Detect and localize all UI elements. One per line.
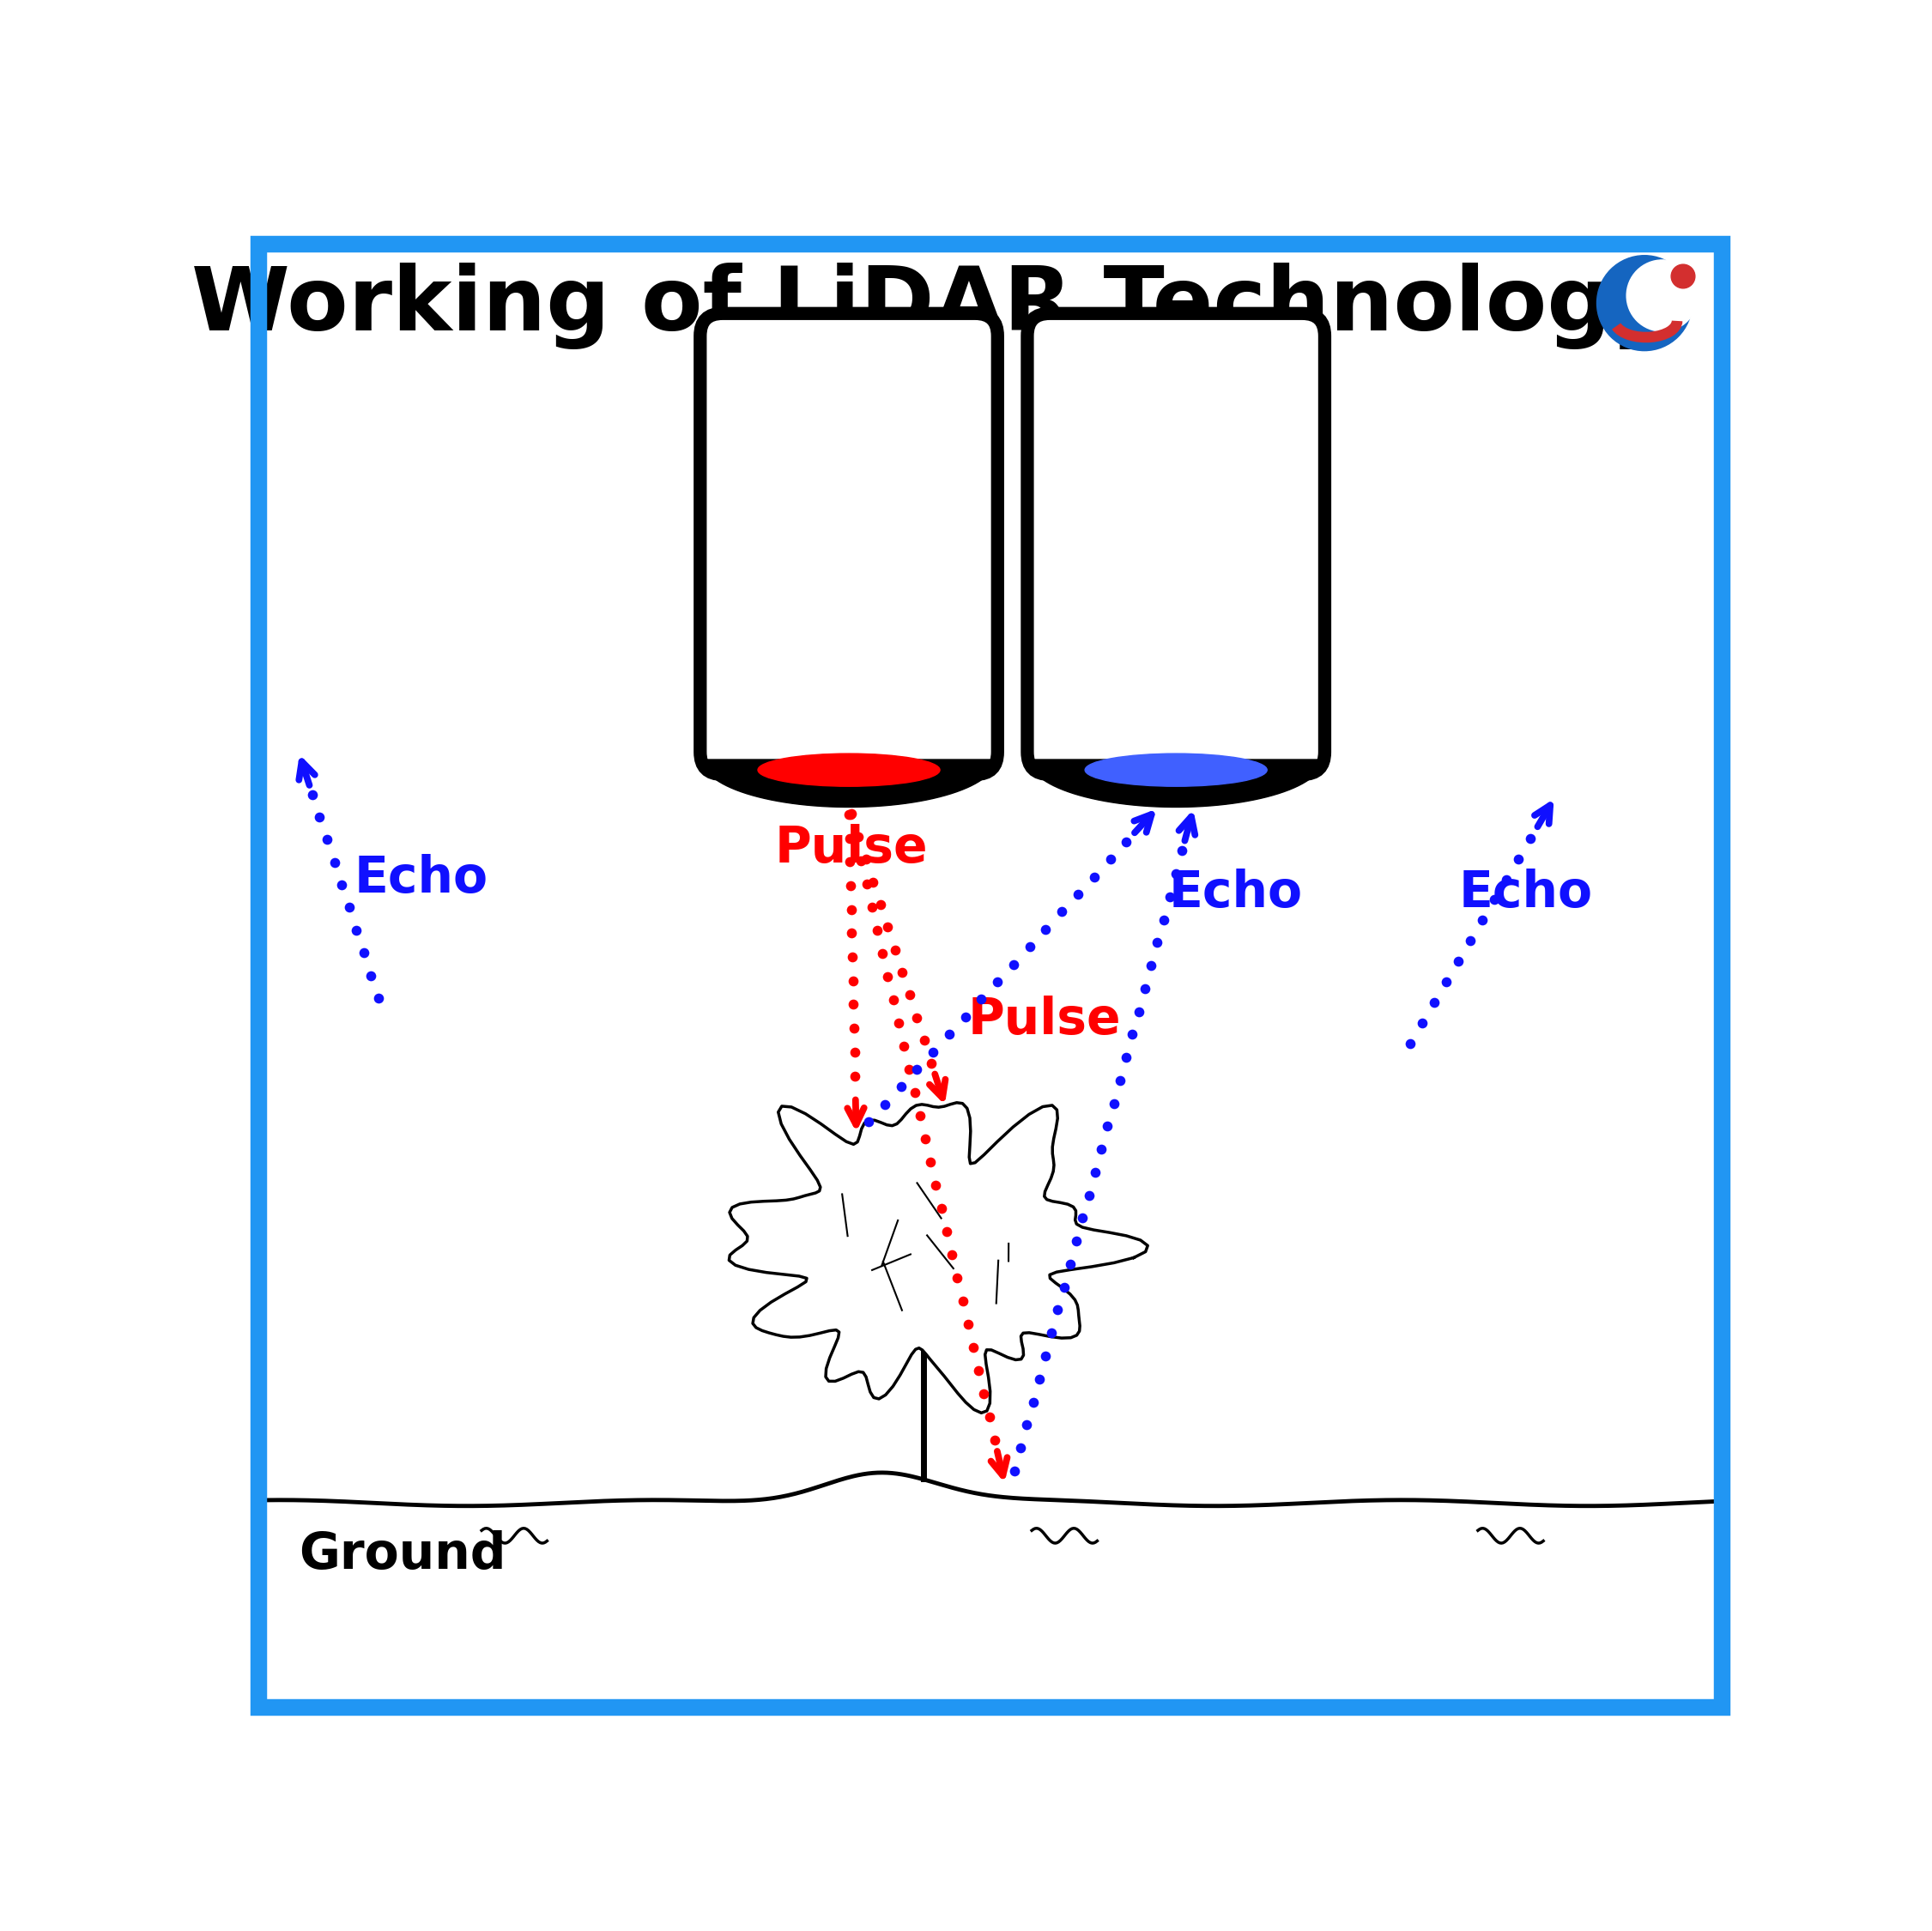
Text: Ground: Ground bbox=[299, 1531, 506, 1580]
Text: Pulse: Pulse bbox=[775, 825, 927, 873]
Ellipse shape bbox=[1086, 753, 1267, 786]
Polygon shape bbox=[728, 1103, 1148, 1413]
Ellipse shape bbox=[757, 753, 939, 786]
Text: Laser
Receiver: Laser Receiver bbox=[1066, 518, 1287, 612]
Circle shape bbox=[1671, 265, 1694, 288]
Text: Echo: Echo bbox=[1169, 869, 1302, 917]
Text: Laser
Transmitter: Laser Transmitter bbox=[701, 518, 997, 612]
Polygon shape bbox=[1030, 759, 1323, 807]
Circle shape bbox=[1627, 261, 1698, 332]
FancyBboxPatch shape bbox=[1028, 313, 1325, 774]
Text: Echo: Echo bbox=[354, 854, 487, 904]
Text: Echo: Echo bbox=[1459, 869, 1592, 917]
Circle shape bbox=[1598, 255, 1692, 351]
Text: Working of LiDAR Technology: Working of LiDAR Technology bbox=[191, 263, 1669, 350]
FancyBboxPatch shape bbox=[699, 313, 997, 774]
Polygon shape bbox=[701, 759, 995, 807]
Text: Pulse: Pulse bbox=[968, 994, 1121, 1045]
